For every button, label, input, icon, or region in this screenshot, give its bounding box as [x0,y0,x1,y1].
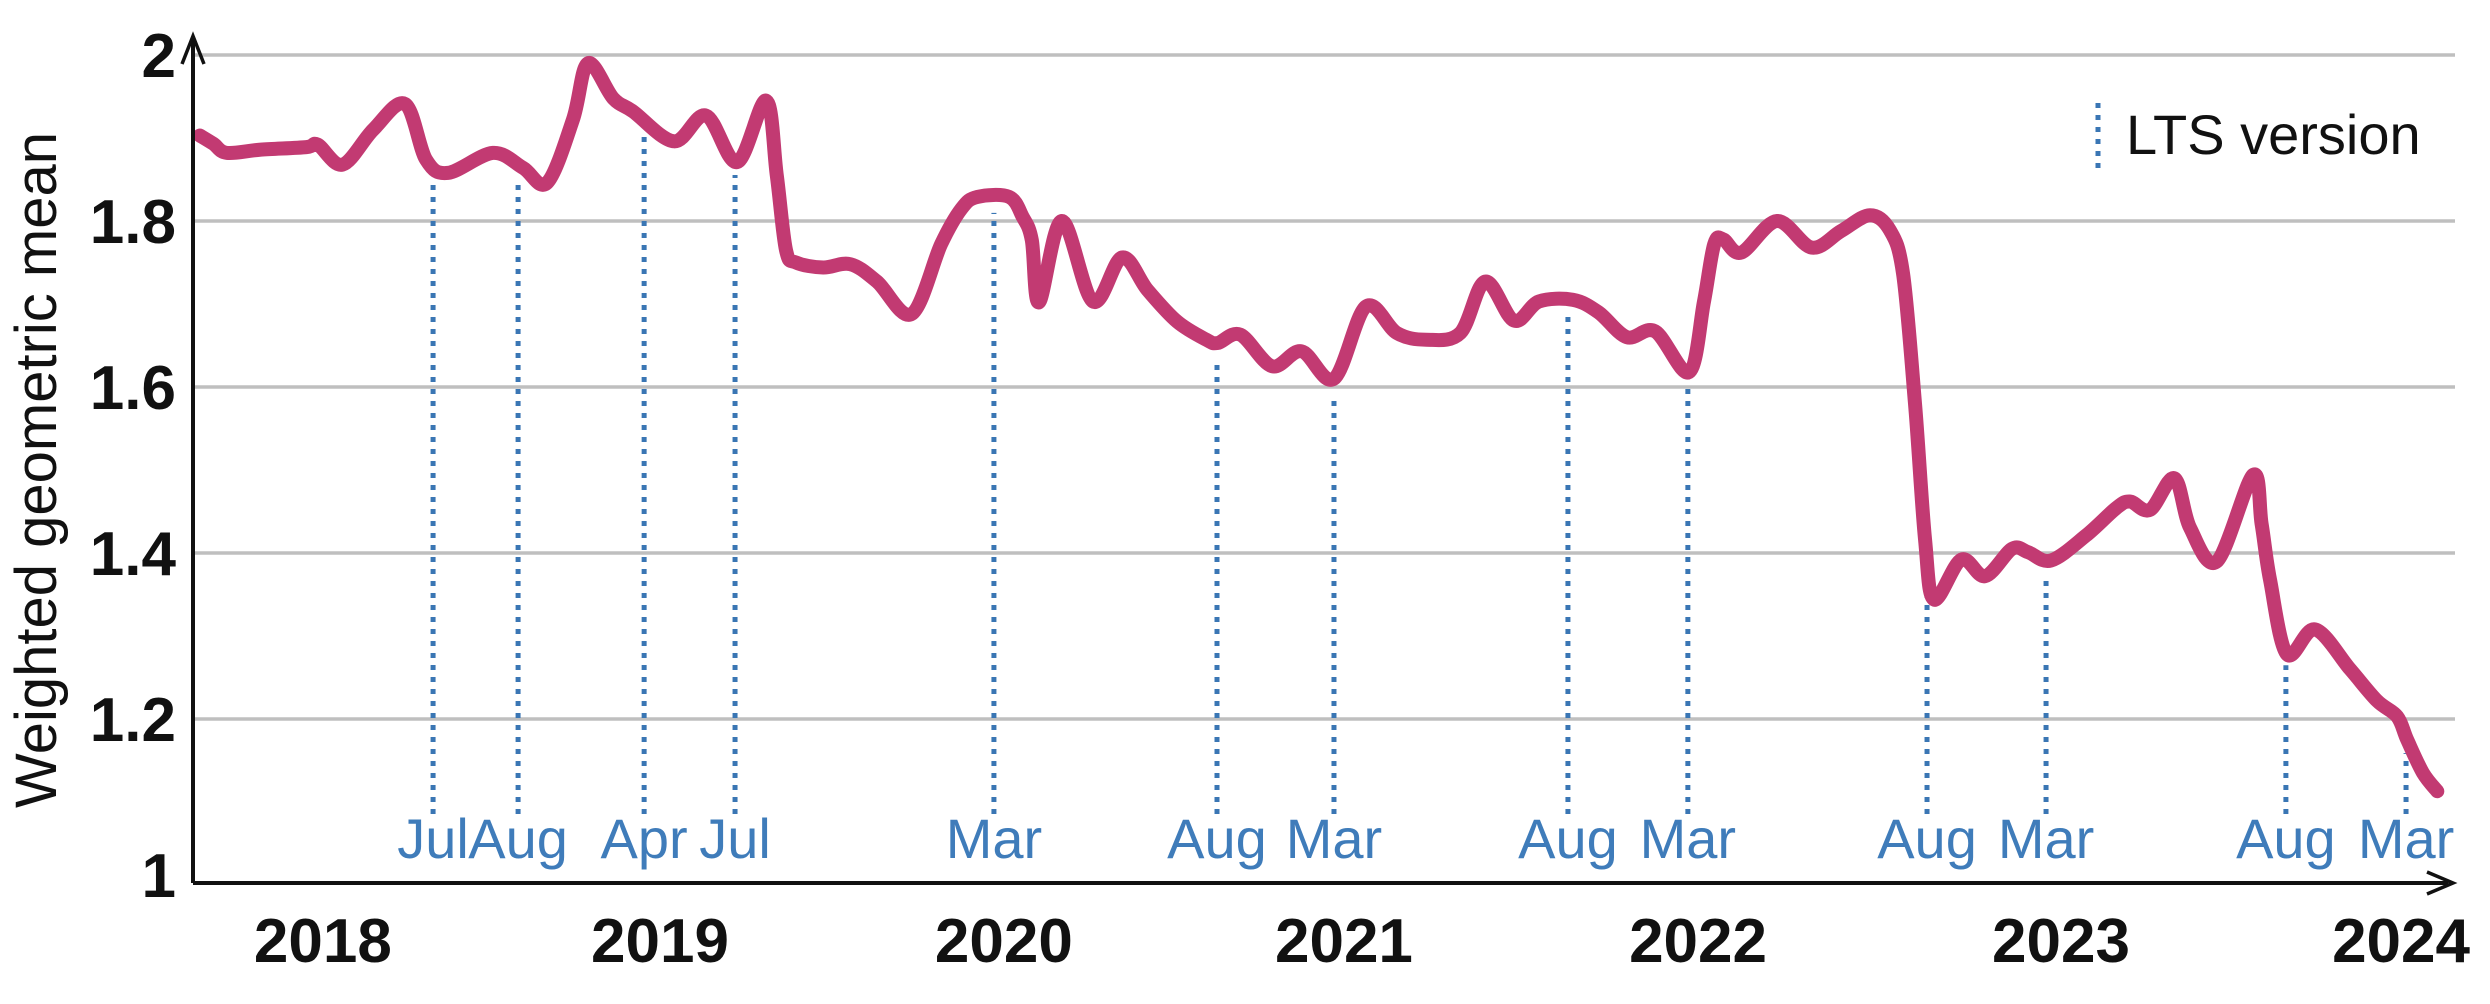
x-axis-arrow-icon [2426,870,2458,896]
y-axis-title: Weighted geometric mean [4,132,69,808]
y-tick-label: 1 [142,842,176,911]
lts-month-label: Jul [397,807,469,870]
lts-month-label: Aug [1877,807,1977,870]
lts-month-label: Apr [601,807,688,870]
y-tick-label: 1.4 [90,520,177,589]
lts-month-label: Mar [946,807,1042,870]
lts-month-label: Mar [2358,807,2454,870]
lts-month-label: Mar [1640,807,1736,870]
lts-month-label: Mar [1286,807,1382,870]
x-tick-label: 2022 [1629,907,1767,976]
axes [180,31,2458,896]
x-tick-label: 2018 [254,907,392,976]
lts-month-label: Aug [1167,807,1267,870]
lts-month-labels: Jul Aug Apr Jul Mar Aug Mar Aug Mar Aug Mar Aug Mar [397,807,2454,870]
data-line [192,56,2445,799]
data-series [192,56,2445,799]
lts-month-label: Aug [468,807,568,870]
lts-month-label: Aug [2236,807,2336,870]
lts-version-lines [430,135,2409,814]
y-tick-labels: 2 1.8 1.6 1.4 1.2 1 [90,22,177,911]
y-tick-label: 2 [142,22,176,91]
lts-month-label: Aug [1518,807,1618,870]
x-tick-label: 2019 [591,907,729,976]
x-tick-label: 2023 [1992,907,2130,976]
y-tick-label: 1.8 [90,188,176,257]
gridlines [195,53,2455,721]
legend: LTS version [2095,103,2421,168]
y-axis-arrow-icon [180,31,206,65]
x-tick-label: 2024 [2332,907,2470,976]
x-tick-label: 2020 [935,907,1073,976]
legend-label: LTS version [2126,103,2421,166]
lts-month-label: Mar [1998,807,2094,870]
y-tick-label: 1.2 [90,686,176,755]
lts-month-label: Jul [699,807,771,870]
x-tick-label: 2021 [1275,907,1413,976]
y-tick-label: 1.6 [90,354,176,423]
x-tick-labels: 2018 2019 2020 2021 2022 2023 2024 [254,907,2471,976]
